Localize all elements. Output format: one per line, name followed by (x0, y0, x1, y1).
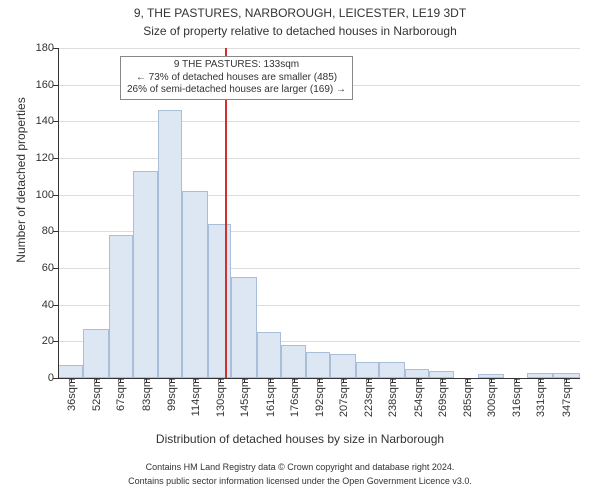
histogram-bar (58, 365, 83, 378)
histogram-bar (158, 110, 182, 378)
histogram-bar (356, 362, 380, 379)
x-tick-label: 331sqm (533, 378, 547, 417)
gridline (58, 158, 580, 159)
x-axis-line (58, 378, 580, 379)
y-tick-label: 80 (42, 225, 58, 237)
x-tick-label: 67sqm (113, 378, 127, 411)
x-tick-label: 52sqm (89, 378, 103, 411)
y-tick-label: 100 (36, 189, 58, 201)
histogram-bar (83, 329, 108, 379)
x-tick-label: 238sqm (385, 378, 399, 417)
histogram-bar (257, 332, 281, 378)
y-tick-label: 0 (48, 372, 58, 384)
annotation-box: 9 THE PASTURES: 133sqm← 73% of detached … (120, 56, 353, 100)
x-tick-label: 130sqm (213, 378, 227, 417)
chart-subtitle: Size of property relative to detached ho… (0, 24, 600, 38)
x-tick-label: 99sqm (164, 378, 178, 411)
y-tick-label: 120 (36, 152, 58, 164)
histogram-bar (330, 354, 355, 378)
chart-container: 9, THE PASTURES, NARBOROUGH, LEICESTER, … (0, 0, 600, 500)
y-tick-label: 20 (42, 335, 58, 347)
histogram-bar (182, 191, 207, 378)
footer-line-1: Contains HM Land Registry data © Crown c… (0, 462, 600, 472)
x-tick-label: 161sqm (263, 378, 277, 417)
plot-area: 02040608010012014016018036sqm52sqm67sqm8… (58, 48, 580, 378)
x-tick-label: 347sqm (559, 378, 573, 417)
x-tick-label: 145sqm (237, 378, 251, 417)
histogram-bar (133, 171, 158, 378)
y-tick-label: 180 (36, 42, 58, 54)
y-tick-label: 160 (36, 79, 58, 91)
y-axis-line (58, 48, 59, 378)
histogram-bar (208, 224, 232, 378)
x-tick-label: 316sqm (509, 378, 523, 417)
histogram-bar (231, 277, 256, 378)
histogram-bar (306, 352, 330, 378)
x-tick-label: 254sqm (411, 378, 425, 417)
histogram-bar (379, 362, 404, 379)
gridline (58, 121, 580, 122)
y-axis-label: Number of detached properties (14, 30, 28, 330)
gridline (58, 48, 580, 49)
x-tick-label: 223sqm (361, 378, 375, 417)
x-tick-label: 83sqm (139, 378, 153, 411)
x-axis-label: Distribution of detached houses by size … (0, 432, 600, 446)
x-tick-label: 114sqm (188, 378, 202, 416)
x-tick-label: 300sqm (484, 378, 498, 417)
footer-line-2: Contains public sector information licen… (0, 476, 600, 486)
histogram-bar (109, 235, 133, 378)
histogram-bar (281, 345, 306, 378)
x-tick-label: 207sqm (336, 378, 350, 417)
annotation-line-3: 26% of semi-detached houses are larger (… (127, 84, 346, 97)
histogram-bar (405, 369, 429, 378)
x-tick-label: 269sqm (435, 378, 449, 417)
histogram-bar (429, 371, 454, 378)
y-tick-label: 140 (36, 115, 58, 127)
chart-title: 9, THE PASTURES, NARBOROUGH, LEICESTER, … (0, 6, 600, 20)
annotation-line-1: 9 THE PASTURES: 133sqm (127, 59, 346, 72)
x-tick-label: 285sqm (460, 378, 474, 417)
y-tick-label: 60 (42, 262, 58, 274)
x-tick-label: 192sqm (312, 378, 326, 417)
annotation-line-2: ← 73% of detached houses are smaller (48… (127, 72, 346, 85)
y-tick-label: 40 (42, 299, 58, 311)
x-tick-label: 176sqm (287, 378, 301, 417)
x-tick-label: 36sqm (64, 378, 78, 411)
